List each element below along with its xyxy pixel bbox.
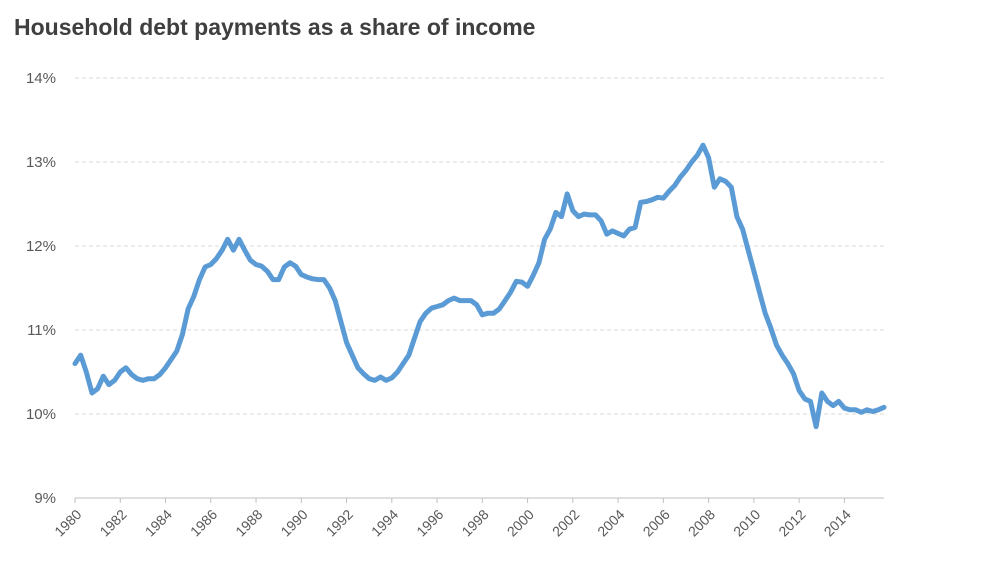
x-tick-label: 2000 [504,506,537,539]
x-tick-label: 1992 [323,506,356,539]
x-tick-label: 2014 [821,506,854,539]
x-tick-label: 2012 [775,506,808,539]
y-tick-label: 11% [27,322,56,339]
y-tick-label: 14% [26,70,56,87]
x-tick-label: 2008 [685,506,718,539]
y-tick-label: 9% [34,490,56,507]
x-tick-label: 2002 [549,506,582,539]
x-tick-label: 1984 [142,506,175,539]
x-tick-label: 1988 [232,506,265,539]
x-tick-label: 1994 [368,506,401,539]
y-tick-label: 12% [26,238,56,255]
x-tick-label: 1990 [277,506,310,539]
x-tick-label: 2004 [594,506,627,539]
x-tick-label: 1980 [51,506,84,539]
x-tick-label: 2010 [730,506,763,539]
series-line [72,142,887,430]
chart-title: Household debt payments as a share of in… [14,14,536,40]
y-tick-label: 13% [26,154,56,171]
x-tick-label: 2006 [639,506,672,539]
x-tick-label: 1998 [458,506,491,539]
x-tick-label: 1996 [413,506,446,539]
y-tick-label: 10% [26,406,56,423]
x-tick-label: 1986 [187,506,220,539]
x-tick-label: 1982 [96,506,129,539]
